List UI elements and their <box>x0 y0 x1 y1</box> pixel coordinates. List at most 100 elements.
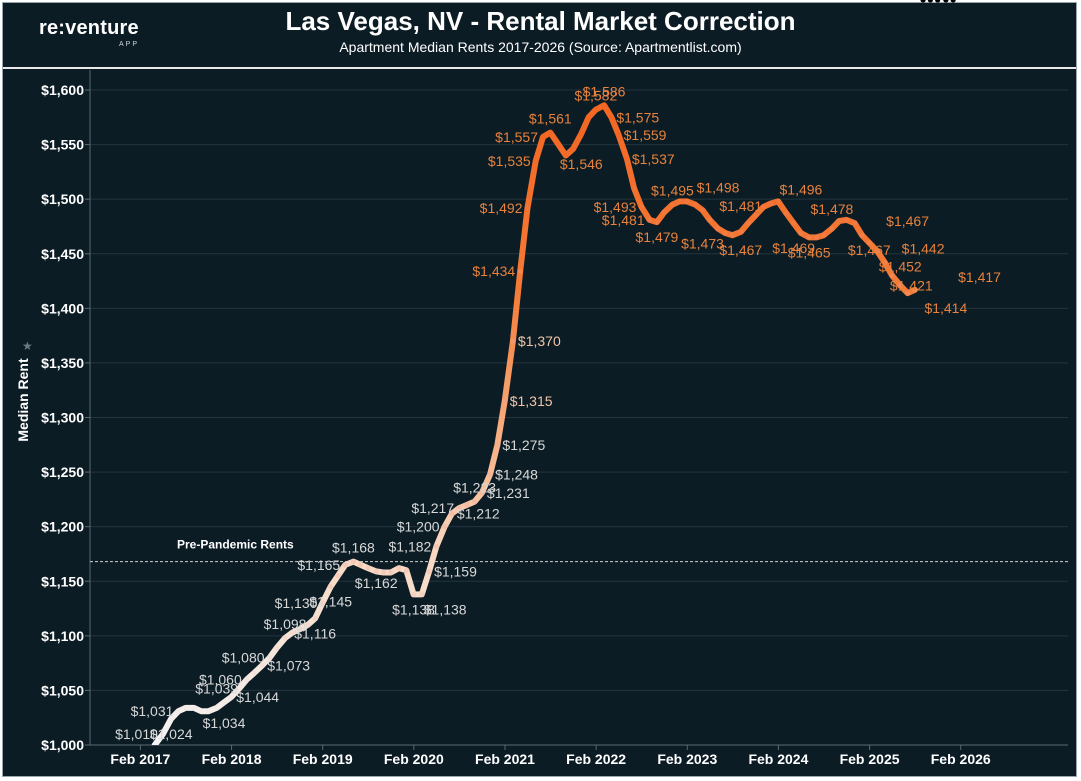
x-tick-label: Feb 2026 <box>931 751 991 767</box>
data-point <box>943 0 949 3</box>
data-label: $1,248 <box>495 466 538 482</box>
data-label: $1,535 <box>488 153 531 169</box>
data-point <box>297 626 303 632</box>
y-axis-label: Median Rent <box>15 358 31 442</box>
data-label: $1,434 <box>472 263 515 279</box>
data-point <box>168 716 174 722</box>
data-label: $1,138 <box>392 601 435 617</box>
data-label: $1,073 <box>267 657 310 673</box>
data-point <box>684 198 690 204</box>
data-point <box>502 398 508 404</box>
data-label: $1,473 <box>681 236 724 252</box>
x-tick-label: Feb 2024 <box>748 751 808 767</box>
data-label: $1,465 <box>788 244 831 260</box>
data-label: $1,039 <box>195 680 238 696</box>
data-point <box>647 217 653 223</box>
y-tick-label: $1,400 <box>41 300 84 316</box>
data-point <box>806 234 812 240</box>
data-point <box>464 502 470 508</box>
data-label: $1,467 <box>848 242 891 258</box>
x-tick-label: Feb 2019 <box>293 751 353 767</box>
data-point <box>479 490 485 496</box>
data-point <box>335 573 341 579</box>
data-point <box>198 708 204 714</box>
data-point <box>214 705 220 711</box>
data-point <box>183 705 189 711</box>
data-point <box>927 0 933 3</box>
data-label: $1,116 <box>294 625 336 641</box>
data-point <box>608 114 614 120</box>
data-point <box>380 569 387 576</box>
data-label: $1,315 <box>510 393 553 409</box>
data-point <box>904 290 911 296</box>
data-point <box>722 230 728 236</box>
data-label: $1,481 <box>602 212 645 228</box>
pin-icon: ★ <box>22 339 33 353</box>
data-label: $1,130 <box>275 595 318 611</box>
data-point <box>563 152 569 159</box>
data-point <box>616 132 622 138</box>
data-label: $1,469 <box>772 240 815 256</box>
data-point <box>228 694 234 700</box>
x-tick-label: Feb 2025 <box>840 751 900 767</box>
data-label: $1,537 <box>632 151 675 167</box>
x-tick-label: Feb 2017 <box>110 751 170 767</box>
data-point <box>396 565 402 571</box>
data-point <box>494 442 501 448</box>
data-point <box>874 248 881 255</box>
data-label: $1,493 <box>594 199 637 215</box>
data-label: $1,217 <box>411 500 454 516</box>
data-label: $1,165 <box>297 557 340 573</box>
data-label: $1,275 <box>502 437 545 453</box>
data-point <box>540 134 546 140</box>
data-point <box>305 622 311 628</box>
data-point <box>175 708 182 714</box>
y-tick-label: $1,150 <box>41 573 84 589</box>
data-point <box>829 226 835 232</box>
data-point <box>624 156 630 162</box>
data-label: $1,495 <box>651 183 694 199</box>
data-label: $1,492 <box>480 200 523 216</box>
data-label: $1,200 <box>397 519 440 535</box>
data-point <box>699 207 706 213</box>
data-point <box>935 0 941 3</box>
data-point <box>920 0 926 3</box>
data-point <box>282 635 288 641</box>
pre-pandemic-label: Pre-Pandemic Rents <box>177 538 294 552</box>
data-label: $1,024 <box>150 726 193 742</box>
data-point <box>768 200 774 207</box>
chart-header: re:venture APP <box>3 3 1076 69</box>
data-label: $1,452 <box>879 259 922 275</box>
y-tick-label: $1,050 <box>41 682 84 698</box>
data-point <box>419 591 425 597</box>
data-point <box>578 131 584 137</box>
x-tick-label: Feb 2018 <box>202 751 262 767</box>
data-point <box>775 198 781 204</box>
data-point <box>593 107 599 113</box>
data-label: $1,414 <box>924 300 967 316</box>
y-tick-label: $1,000 <box>41 737 84 753</box>
data-point <box>259 662 265 668</box>
data-point <box>707 217 713 223</box>
data-label: $1,481 <box>719 198 762 214</box>
logo-text: re:venture <box>39 17 139 39</box>
data-label: $1,159 <box>434 563 477 579</box>
data-point <box>388 569 394 576</box>
data-point <box>791 220 797 226</box>
data-point <box>661 209 667 215</box>
data-point <box>760 204 767 210</box>
data-label: $1,060 <box>199 672 242 688</box>
data-label: $1,559 <box>624 127 667 143</box>
data-label: $1,231 <box>487 485 530 501</box>
x-tick-label: Feb 2023 <box>657 751 717 767</box>
data-point <box>517 268 523 274</box>
data-point <box>859 232 865 238</box>
data-label: $1,162 <box>355 575 398 591</box>
data-label: $1,098 <box>264 616 307 632</box>
data-point <box>843 217 850 223</box>
data-point <box>654 219 660 225</box>
data-point <box>410 591 417 597</box>
data-point <box>221 699 227 706</box>
data-label: $1,496 <box>780 182 823 198</box>
